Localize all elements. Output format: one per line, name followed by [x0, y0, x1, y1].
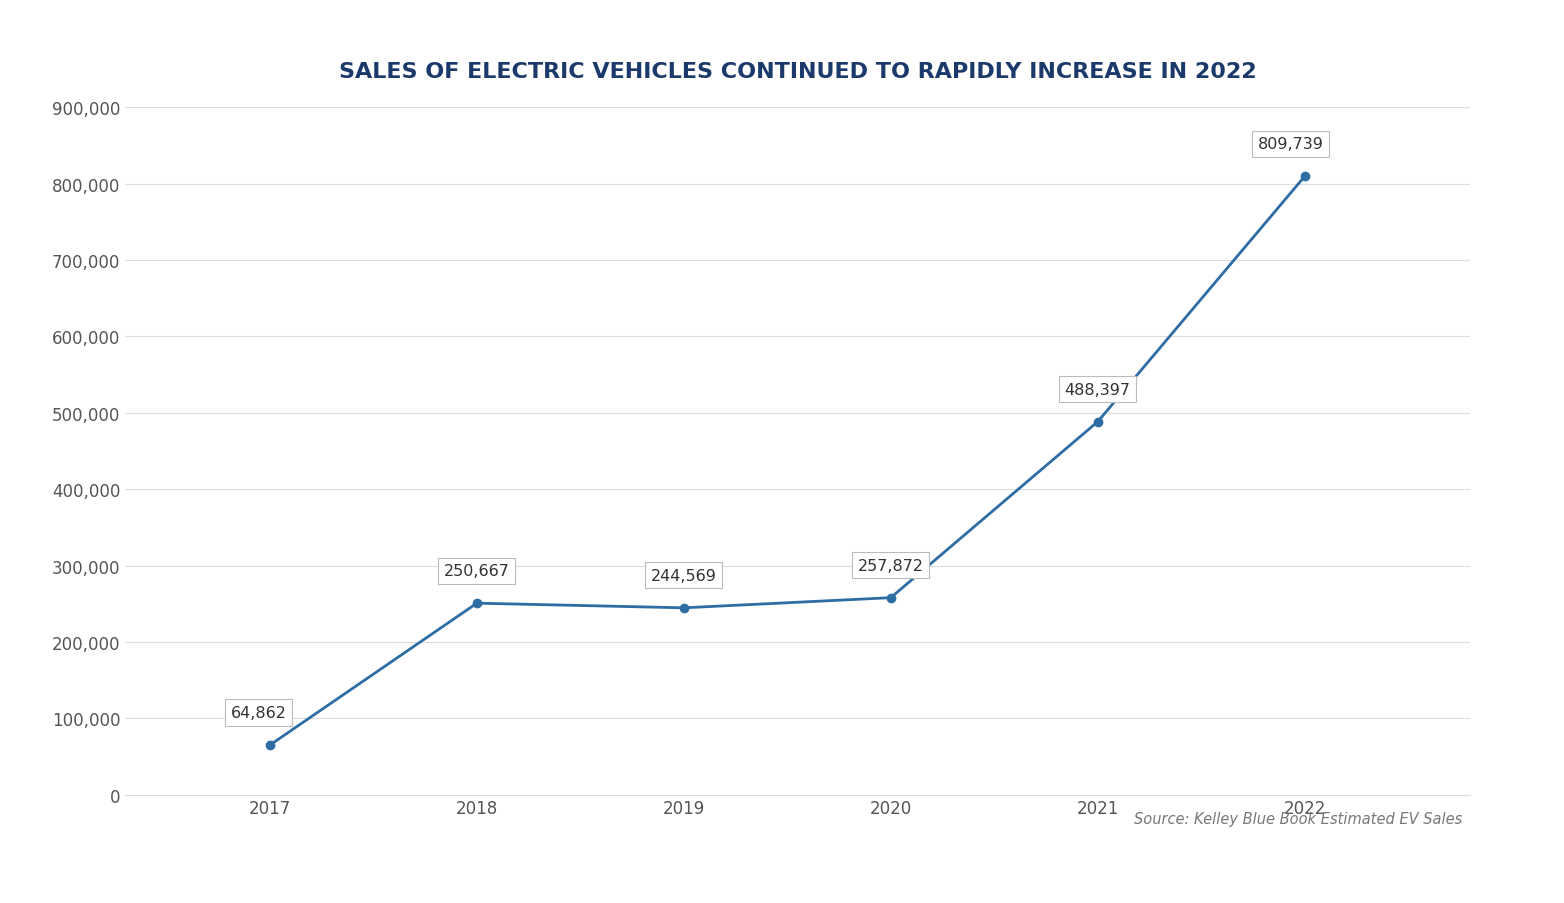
Text: 809,739: 809,739: [1257, 137, 1323, 153]
Title: SALES OF ELECTRIC VEHICLES CONTINUED TO RAPIDLY INCREASE IN 2022: SALES OF ELECTRIC VEHICLES CONTINUED TO …: [339, 62, 1256, 82]
Text: 488,397: 488,397: [1065, 382, 1131, 397]
Text: Source: Kelley Blue Book Estimated EV Sales: Source: Kelley Blue Book Estimated EV Sa…: [1134, 811, 1462, 826]
Text: 250,667: 250,667: [444, 563, 510, 579]
Text: 257,872: 257,872: [857, 558, 924, 573]
Text: 64,862: 64,862: [231, 705, 286, 721]
Text: 244,569: 244,569: [651, 568, 716, 583]
